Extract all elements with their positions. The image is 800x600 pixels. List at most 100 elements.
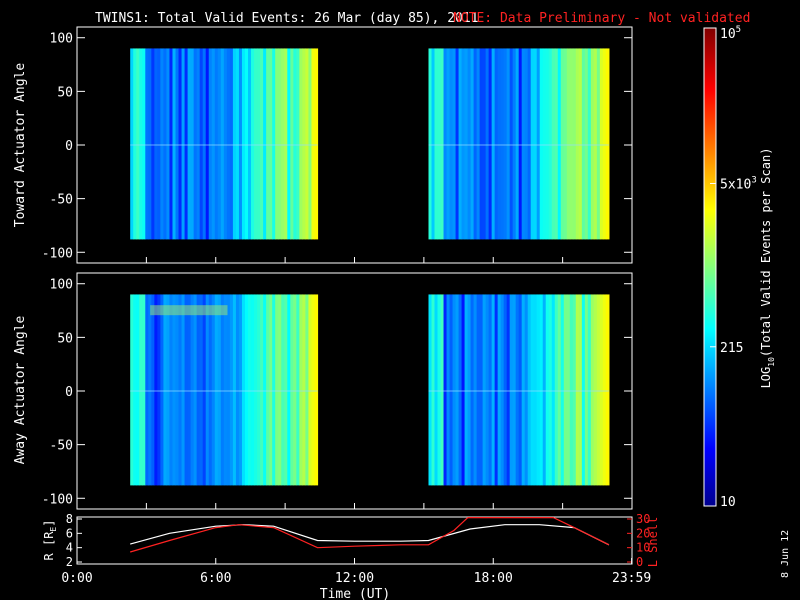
- heatmap-column: [278, 294, 282, 486]
- heatmap-column: [494, 48, 499, 240]
- heatmap-column: [193, 294, 198, 486]
- heatmap-column: [136, 48, 140, 240]
- heatmap-column: [437, 294, 442, 486]
- y-tick-label: -50: [50, 193, 73, 208]
- heatmap-column: [187, 48, 192, 240]
- heatmap-column: [485, 48, 490, 240]
- y-tick-label: -100: [42, 246, 73, 261]
- heatmap-column: [599, 48, 604, 240]
- heatmap-column: [202, 48, 207, 240]
- figure-title: TWINS1: Total Valid Events: 26 Mar (day …: [95, 11, 479, 26]
- heatmap-column: [446, 294, 451, 486]
- heatmap-column: [199, 294, 204, 486]
- heatmap-column: [446, 48, 451, 240]
- heatmap-column: [491, 294, 496, 486]
- heatmap-column: [470, 294, 475, 486]
- heatmap-column: [241, 48, 246, 240]
- colorbar-tick-label: 10: [720, 495, 736, 510]
- heatmap-column: [515, 48, 520, 240]
- heatmap-column: [190, 294, 195, 486]
- heatmap-column: [175, 294, 180, 486]
- heatmap-column: [431, 294, 436, 486]
- heatmap-column: [175, 48, 180, 240]
- heatmap-column: [142, 48, 146, 240]
- colorbar-tick-label: 5x103: [720, 175, 757, 192]
- heatmap-column: [145, 48, 149, 240]
- heatmap-column: [506, 294, 511, 486]
- heatmap-column: [455, 48, 460, 240]
- lshell-axis-label: L Shell: [646, 517, 660, 568]
- heatmap-column: [232, 294, 237, 486]
- heatmap-column: [560, 48, 565, 240]
- heatmap-column: [220, 294, 225, 486]
- heatmap-column: [196, 48, 201, 240]
- heatmap-column: [160, 294, 165, 486]
- heatmap-column: [208, 294, 213, 486]
- y-tick-label: 100: [50, 278, 73, 293]
- heatmap-column: [578, 48, 583, 240]
- heatmap-column: [251, 48, 255, 240]
- heatmap-column: [590, 48, 595, 240]
- heatmap-column: [314, 48, 319, 240]
- heatmap-column: [539, 294, 544, 486]
- heatmap-column: [217, 48, 222, 240]
- heatmap-column: [148, 294, 152, 486]
- heatmap-column: [491, 48, 496, 240]
- heatmap-column: [593, 294, 598, 486]
- heatmap-column: [266, 294, 270, 486]
- heatmap-column: [488, 294, 493, 486]
- heatmap-column: [464, 48, 469, 240]
- heatmap-column: [305, 48, 310, 240]
- heatmap-column: [443, 48, 448, 240]
- heatmap-column: [205, 48, 210, 240]
- r-tick-label: 2: [66, 555, 73, 569]
- heatmap-column: [452, 48, 457, 240]
- heatmap-column: [503, 294, 508, 486]
- lshell-tick-label: 30: [636, 512, 650, 526]
- heatmap-column: [587, 48, 592, 240]
- heatmap-column: [449, 48, 454, 240]
- heatmap-column: [202, 294, 207, 486]
- heatmap-column: [530, 48, 535, 240]
- heatmap-column: [512, 48, 517, 240]
- heatmap-column: [214, 294, 219, 486]
- heatmap-column: [584, 294, 589, 486]
- heatmap-column: [290, 48, 294, 240]
- heatmap-column: [596, 294, 601, 486]
- heatmap-column: [434, 48, 439, 240]
- heatmap-column: [458, 48, 463, 240]
- toward-y-axis: 100 50 0 -50 -100: [42, 32, 633, 263]
- heatmap-column: [521, 48, 526, 240]
- heatmap-column: [563, 294, 568, 486]
- heatmap-column: [485, 294, 490, 486]
- y-tick-label: 50: [57, 331, 73, 346]
- heatmap-column: [497, 294, 502, 486]
- y-tick-label: -50: [50, 439, 73, 454]
- heatmap-column: [275, 48, 279, 240]
- heatmap-column: [302, 48, 307, 240]
- heatmap-column: [566, 294, 571, 486]
- heatmap-column: [473, 48, 478, 240]
- colorbar-ticks: 105 5x103 215 10: [710, 25, 757, 510]
- heatmap-column: [151, 294, 155, 486]
- heatmap-column: [509, 48, 514, 240]
- heatmap-column: [260, 48, 264, 240]
- heatmap-column: [578, 294, 583, 486]
- heatmap-column: [254, 48, 258, 240]
- heatmap-column: [470, 48, 475, 240]
- heatmap-column: [458, 294, 463, 486]
- heatmap-column: [506, 48, 511, 240]
- x-axis-label: Time (UT): [320, 587, 390, 600]
- away-ylabel: Away Actuator Angle: [13, 315, 28, 464]
- heatmap-column: [467, 48, 472, 240]
- heatmap-column: [130, 48, 134, 240]
- heatmap-column: [154, 48, 158, 240]
- heatmap-column: [482, 294, 487, 486]
- heatmap-column: [542, 48, 547, 240]
- heatmap-column: [572, 294, 577, 486]
- heatmap-column: [217, 294, 222, 486]
- zero-angle-band: [130, 390, 318, 392]
- r-tick-label: 4: [66, 541, 73, 555]
- heatmap-column: [229, 294, 234, 486]
- heatmap-column: [139, 294, 143, 486]
